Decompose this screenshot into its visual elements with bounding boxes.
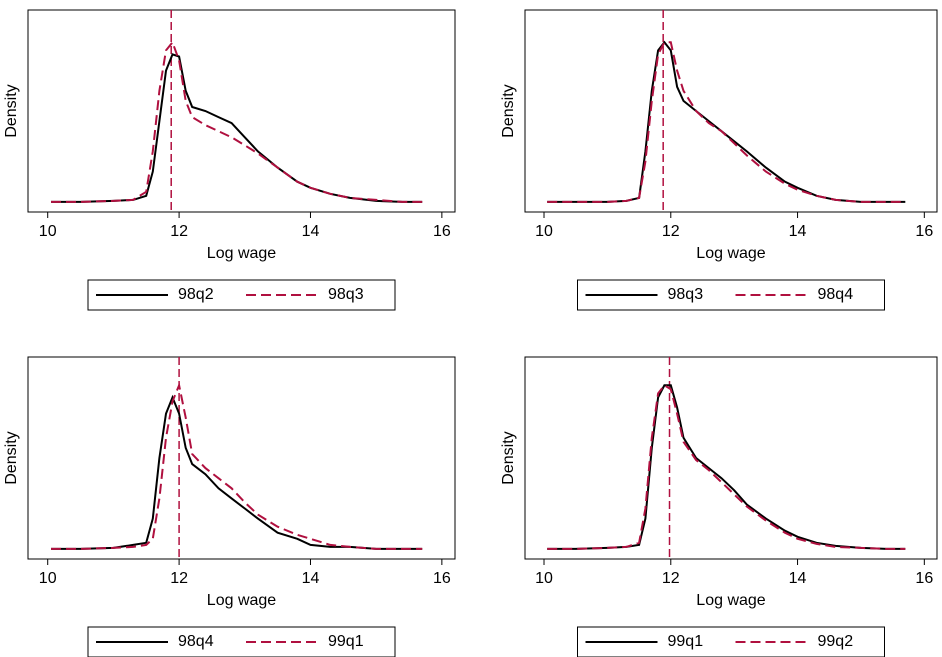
plot-frame <box>524 9 938 213</box>
x-tick-label: 16 <box>915 223 933 240</box>
series-line <box>547 40 906 203</box>
x-tick-label: 10 <box>39 223 57 240</box>
legend-box <box>577 279 885 311</box>
x-axis-label: Log wage <box>696 592 765 609</box>
x-tick-label: 10 <box>39 570 57 587</box>
legend-label: 98q4 <box>818 286 854 303</box>
x-tick-label: 14 <box>302 223 320 240</box>
series-line <box>547 383 906 550</box>
plot-frame <box>27 9 456 213</box>
x-axis-label: Log wage <box>207 245 276 262</box>
legend-label: 98q2 <box>178 286 214 303</box>
y-axis-label: Density <box>3 84 20 137</box>
legend-label: 98q4 <box>178 633 214 650</box>
legend-box <box>87 279 396 311</box>
legend-box <box>87 626 396 657</box>
legend-box <box>577 626 885 657</box>
legend-label: 99q1 <box>668 633 704 650</box>
y-axis-label: Density <box>500 431 517 484</box>
legend-label: 98q3 <box>328 286 364 303</box>
series-line <box>51 381 423 550</box>
plot-frame <box>524 356 938 560</box>
x-tick-label: 12 <box>662 223 680 240</box>
y-axis-label: Density <box>500 84 517 137</box>
x-tick-label: 16 <box>433 223 451 240</box>
series-line <box>51 40 423 203</box>
x-tick-label: 14 <box>789 570 807 587</box>
x-axis-label: Log wage <box>207 592 276 609</box>
series-line <box>547 384 906 550</box>
series-line <box>51 394 423 550</box>
x-tick-label: 12 <box>662 570 680 587</box>
x-tick-label: 14 <box>302 570 320 587</box>
x-tick-label: 10 <box>535 570 553 587</box>
x-tick-label: 16 <box>433 570 451 587</box>
plot-frame <box>27 356 456 560</box>
legend-label: 98q3 <box>668 286 704 303</box>
y-axis-label: Density <box>3 431 20 484</box>
series-line <box>51 53 423 203</box>
x-tick-label: 16 <box>915 570 933 587</box>
x-tick-label: 12 <box>170 223 188 240</box>
x-tick-label: 12 <box>170 570 188 587</box>
legend-label: 99q2 <box>818 633 854 650</box>
series-line <box>547 41 906 203</box>
x-axis-label: Log wage <box>696 245 765 262</box>
x-tick-label: 10 <box>535 223 553 240</box>
legend-label: 99q1 <box>328 633 364 650</box>
x-tick-label: 14 <box>789 223 807 240</box>
